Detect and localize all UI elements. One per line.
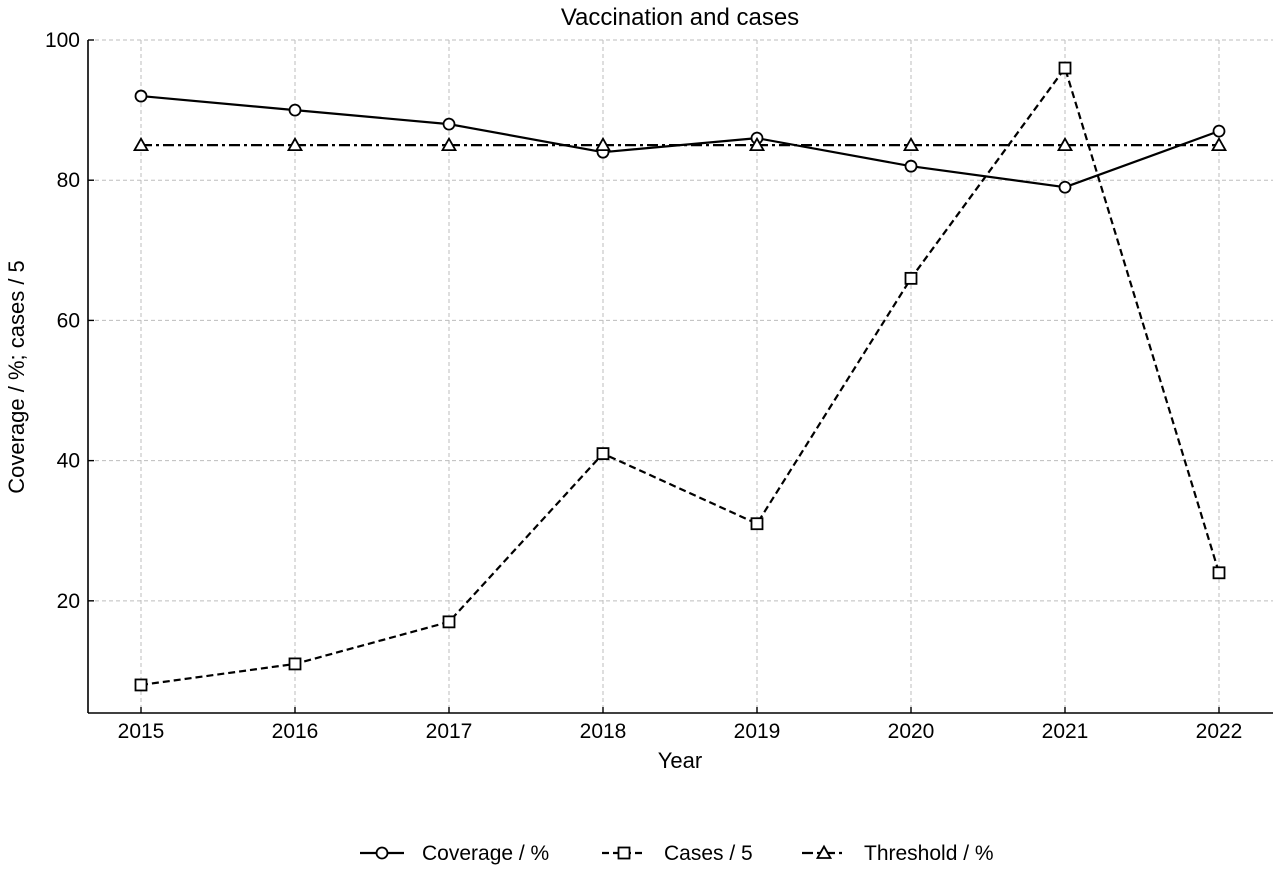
data-point-triangle <box>902 136 920 152</box>
series-line-circle <box>140 94 1220 189</box>
data-point-triangle <box>132 136 150 152</box>
y-tick-label: 20 <box>57 590 80 613</box>
data-point-triangle <box>748 136 766 152</box>
data-point-square <box>1212 566 1226 580</box>
legend-label: Threshold / % <box>864 842 994 865</box>
x-tick-label: 2020 <box>888 720 935 743</box>
data-point-square <box>134 678 148 692</box>
y-axis-title: Coverage / %; cases / 5 <box>4 260 29 494</box>
data-point-triangle <box>1210 136 1228 152</box>
data-point-circle <box>134 89 148 103</box>
data-point-circle <box>904 159 918 173</box>
chart-title: Vaccination and cases <box>561 4 799 31</box>
data-point-square <box>596 447 610 461</box>
data-point-circle <box>288 103 302 117</box>
x-tick-label: 2021 <box>1042 720 1089 743</box>
legend-label: Coverage / % <box>422 842 549 865</box>
data-point-circle <box>1058 180 1072 194</box>
x-tick-label: 2022 <box>1196 720 1243 743</box>
axes: 2015 2016 2017 2018 2019 2020 2021 2022 20 40 60 80… <box>45 29 1273 743</box>
x-axis-title: Year <box>658 748 702 773</box>
data-point-square <box>904 271 918 285</box>
legend-marker-square <box>617 846 631 860</box>
data-point-triangle <box>594 136 612 152</box>
legend-marker-triangle <box>815 844 833 859</box>
series-layer <box>132 61 1228 692</box>
x-tick-label: 2015 <box>118 720 165 743</box>
data-point-square <box>750 517 764 531</box>
grid <box>88 39 1273 713</box>
data-point-square <box>288 657 302 671</box>
legend: Coverage / % Cases / 5 Threshold / % <box>360 842 994 865</box>
x-tick-label: 2016 <box>272 720 319 743</box>
legend-marker-circle <box>375 846 389 860</box>
data-point-square <box>442 615 456 629</box>
data-point-triangle <box>440 136 458 152</box>
y-tick-label: 100 <box>45 29 80 52</box>
data-point-square <box>1058 61 1072 75</box>
x-tick-label: 2018 <box>580 720 627 743</box>
x-tick-label: 2017 <box>426 720 473 743</box>
legend-label: Cases / 5 <box>664 842 753 865</box>
data-point-circle <box>1212 124 1226 138</box>
x-tick-label: 2019 <box>734 720 781 743</box>
series-line-square <box>140 66 1221 687</box>
y-tick-label: 80 <box>57 169 80 192</box>
y-tick-label: 40 <box>57 450 80 473</box>
data-point-circle <box>442 117 456 131</box>
data-point-triangle <box>286 136 304 152</box>
y-tick-label: 60 <box>57 309 80 332</box>
data-point-triangle <box>1056 136 1074 152</box>
